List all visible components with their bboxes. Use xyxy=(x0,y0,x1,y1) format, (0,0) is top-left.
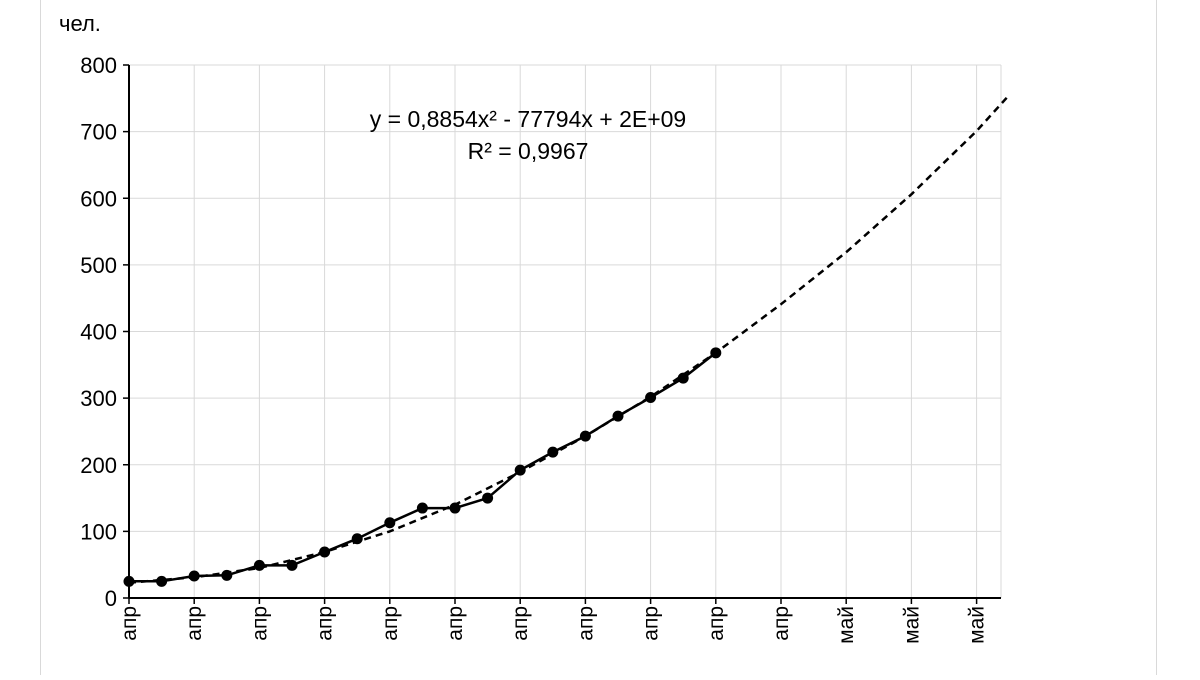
x-tick-label: май xyxy=(835,606,858,644)
data-point xyxy=(416,502,428,514)
x-tick-label: апр xyxy=(770,606,793,641)
data-point xyxy=(253,559,265,571)
x-tick-label: апр xyxy=(705,606,728,641)
x-tick-label: апр xyxy=(509,606,532,641)
data-point xyxy=(123,575,135,587)
y-axis-label: чел. xyxy=(59,11,101,36)
data-point xyxy=(156,575,168,587)
data-point xyxy=(677,372,689,384)
x-tick-label: апр xyxy=(640,606,663,641)
series-group xyxy=(123,94,1011,587)
x-tick-label: май xyxy=(900,606,923,644)
data-point xyxy=(384,517,396,529)
axes xyxy=(123,64,1001,604)
x-tick-label: апр xyxy=(248,606,271,641)
y-tick-label: 300 xyxy=(80,386,117,411)
data-point xyxy=(449,502,461,514)
x-tick-label: апр xyxy=(379,606,402,641)
x-tick-label: апр xyxy=(314,606,337,641)
y-tick-label: 0 xyxy=(105,586,117,611)
x-tick-label: май xyxy=(966,606,989,644)
x-tick-label: апр xyxy=(183,606,206,641)
y-tick-label: 600 xyxy=(80,186,117,211)
y-tick-labels: 0 100 200 300 400 500 600 700 800 xyxy=(80,53,117,611)
y-tick-label: 500 xyxy=(80,253,117,278)
y-tick-label: 800 xyxy=(80,53,117,78)
x-tick-label: апр xyxy=(444,606,467,641)
y-tick-label: 200 xyxy=(80,453,117,478)
y-tick-label: 100 xyxy=(80,519,117,544)
y-tick-label: 400 xyxy=(80,320,117,345)
trendline-equation: y = 0,8854x² - 77794x + 2E+09 xyxy=(370,106,686,132)
data-point xyxy=(482,492,494,504)
x-tick-labels: апр апр апр апр апр апр апр апр апр апр апр май май м… xyxy=(118,606,989,644)
x-tick-label: апр xyxy=(118,606,141,641)
chart-panel: 0 100 200 300 400 500 600 700 800 апр апр апр апр ап… xyxy=(40,0,1157,675)
data-point xyxy=(547,446,559,458)
gridlines xyxy=(129,64,1002,598)
y-tick-label: 700 xyxy=(80,120,117,145)
data-series-line xyxy=(129,351,717,583)
data-point xyxy=(514,464,526,476)
trendline-series-line xyxy=(128,94,1011,584)
x-tick-label: апр xyxy=(574,606,597,641)
trendline-r-squared: R² = 0,9967 xyxy=(468,138,589,164)
data-point xyxy=(286,559,298,571)
data-point xyxy=(188,570,200,582)
